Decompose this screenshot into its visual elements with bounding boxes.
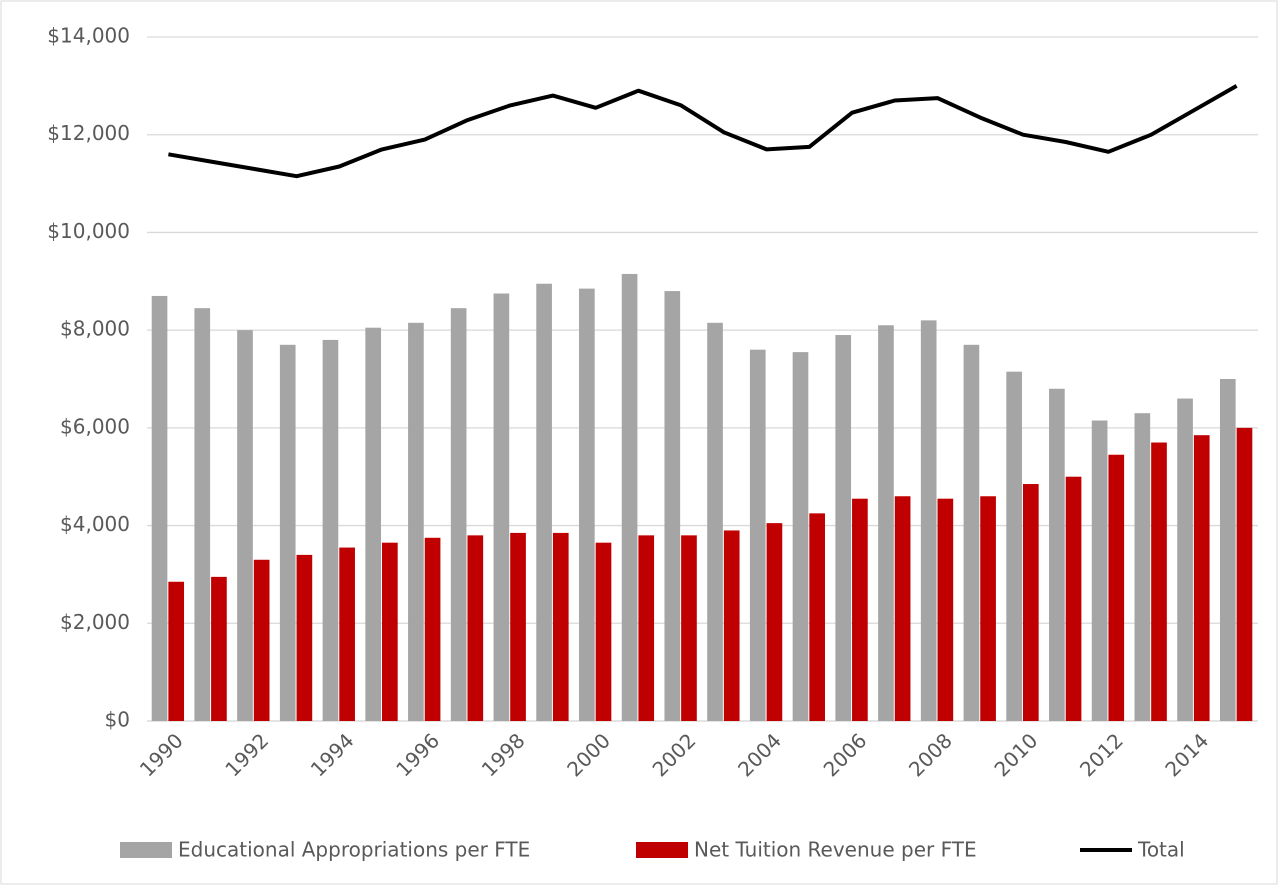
bar <box>339 547 355 721</box>
bar <box>510 532 526 721</box>
bar <box>723 530 740 721</box>
bar <box>1049 388 1065 721</box>
y-tick-label: $12,000 <box>47 121 130 145</box>
bar <box>664 291 681 721</box>
bar <box>681 535 697 721</box>
bar <box>1108 454 1125 721</box>
line <box>168 84 1238 179</box>
bar <box>963 344 980 721</box>
legend-label: Net Tuition Revenue per FTE <box>694 838 977 862</box>
bar <box>424 537 441 721</box>
bar <box>920 320 937 721</box>
bar <box>211 576 227 721</box>
bar <box>536 283 552 721</box>
bar <box>1134 413 1151 721</box>
bar <box>151 295 168 721</box>
bar <box>835 335 852 721</box>
bar <box>408 322 424 721</box>
bar <box>809 513 825 721</box>
bar <box>296 554 313 721</box>
bar <box>253 559 270 721</box>
bar <box>1065 476 1082 721</box>
bar <box>194 308 211 721</box>
legend-label: Total <box>1137 838 1185 862</box>
bar <box>766 523 783 721</box>
legend-swatch <box>120 842 172 858</box>
bar <box>365 327 382 721</box>
y-tick-label: $4,000 <box>60 512 130 536</box>
bar <box>1151 442 1167 721</box>
bar <box>707 322 723 721</box>
legend-label: Educational Appropriations per FTE <box>178 838 530 862</box>
bar <box>937 498 954 721</box>
bar <box>1091 420 1108 721</box>
bar <box>1236 427 1253 721</box>
bar <box>1177 398 1193 721</box>
bar <box>878 325 894 721</box>
bar <box>852 498 868 721</box>
y-tick-label: $8,000 <box>60 317 130 341</box>
bar <box>467 535 484 721</box>
bar <box>749 349 766 721</box>
bar <box>552 532 569 721</box>
y-tick-label: $0 <box>105 708 130 732</box>
bar <box>168 581 185 721</box>
y-tick-label: $2,000 <box>60 610 130 634</box>
bar <box>894 496 911 721</box>
bar <box>579 288 595 721</box>
y-tick-label: $10,000 <box>47 219 130 243</box>
legend-swatch <box>636 842 688 858</box>
bar <box>382 542 398 721</box>
bar <box>450 308 467 721</box>
bar <box>493 293 510 721</box>
bar <box>980 496 996 721</box>
bar <box>792 352 809 721</box>
y-tick-label: $14,000 <box>47 24 130 48</box>
bar <box>1022 484 1039 721</box>
bar <box>279 344 296 721</box>
bar <box>1193 435 1210 721</box>
bar <box>621 273 638 721</box>
bar <box>237 330 253 721</box>
bar <box>595 542 612 721</box>
y-tick-label: $6,000 <box>60 414 130 438</box>
bar <box>1006 371 1022 721</box>
bar <box>322 339 339 721</box>
bar <box>1219 379 1236 721</box>
bar <box>638 535 655 721</box>
